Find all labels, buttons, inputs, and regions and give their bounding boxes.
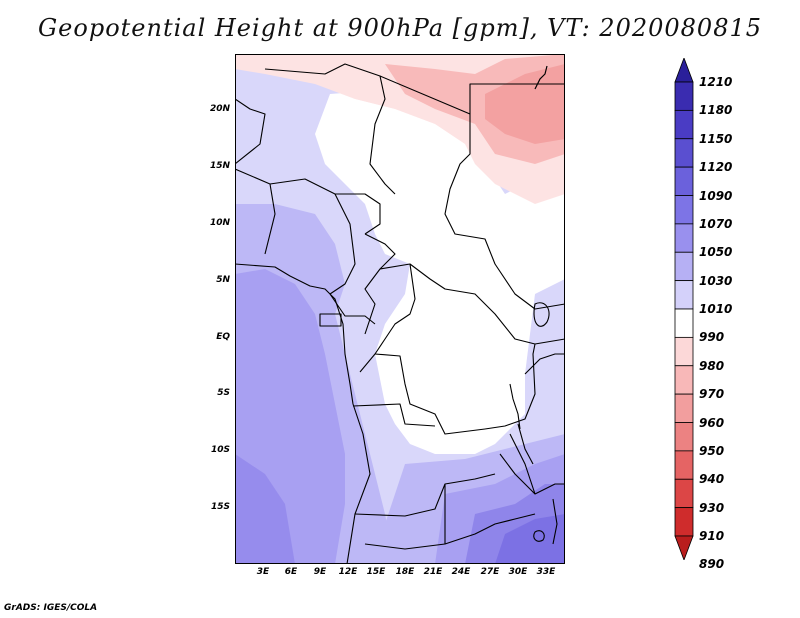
map-frame [235,54,565,564]
colorbar-segment [674,223,694,253]
grads-credit: GrADS: IGES/COLA [4,603,98,613]
colorbar [674,58,694,560]
colorbar-segment [674,336,694,367]
colorbar-level-label: 960 [699,415,725,430]
country-borders [235,63,565,564]
colorbar-segment [674,422,694,452]
lat-label-eq: EQ [216,332,230,342]
colorbar-level-label: 1180 [699,103,733,118]
lat-label-5n: 5N [216,275,230,285]
colorbar-segment [674,81,694,111]
field-990-1010-central [400,294,505,419]
colorbar-bottom-arrow [674,535,694,560]
lat-label-15n: 15N [209,161,230,171]
colorbar-level-label: 930 [699,500,725,515]
lat-label-10n: 10N [209,218,230,228]
lon-label-24e: 24E [451,567,471,577]
colorbar-level-label: 1090 [699,188,733,203]
colorbar-segment [674,450,694,480]
colorbar-level-label: 910 [699,529,725,543]
colorbar-segment [674,365,694,395]
red-sea-coast [534,65,548,90]
map-title: Geopotential Height at 900hPa [gpm], VT:… [38,14,762,42]
colorbar-level-label: 970 [699,387,725,402]
lat-label-10s: 10S [210,445,230,455]
colorbar-level-label: 1070 [699,216,733,231]
colorbar-segment [674,109,694,140]
colorbar-segment [674,251,694,282]
colorbar-level-label: 1010 [699,302,733,316]
colorbar-level-label: 990 [699,330,725,345]
lon-label-30e: 30E [508,567,528,577]
colorbar-level-label: 1050 [699,245,733,260]
colorbar-level-label: 1150 [699,131,733,146]
colorbar-segment [674,280,694,310]
lat-label-15s: 15S [210,502,230,512]
colorbar-level-label: 1120 [699,160,733,175]
lon-label-27e: 27E [480,567,500,577]
colorbar-top-arrow [674,58,694,83]
colorbar-level-label: 940 [699,472,725,487]
colorbar-level-label: 980 [699,358,725,373]
lon-label-12e: 12E [338,567,358,577]
colorbar-segment [674,308,694,338]
lon-label-21e: 21E [423,567,443,577]
lat-label-20n: 20N [209,104,230,114]
colorbar-segment [674,138,694,168]
colorbar-segment [674,507,694,537]
colorbar-segment [674,478,694,509]
colorbar-level-label: 890 [699,557,725,572]
lat-label-5s: 5S [217,388,230,398]
lon-label-33e: 33E [536,567,556,577]
map-plot-area [235,54,565,564]
field-1090-1120-east [495,514,565,564]
lon-label-9e: 9E [313,567,327,577]
field-1070-1090-west [235,454,295,564]
colorbar-level-label: 1210 [699,75,733,89]
lon-label-15e: 15E [366,567,386,577]
colorbar-level-label: 950 [699,443,725,458]
colorbar-segment [674,393,694,423]
lon-label-6e: 6E [284,567,298,577]
colorbar-level-label: 1030 [699,273,733,288]
lon-label-18e: 18E [395,567,415,577]
colorbar-segment [674,195,694,225]
colorbar-segment [674,166,694,196]
lon-label-3e: 3E [256,567,270,577]
lakes [509,302,558,545]
